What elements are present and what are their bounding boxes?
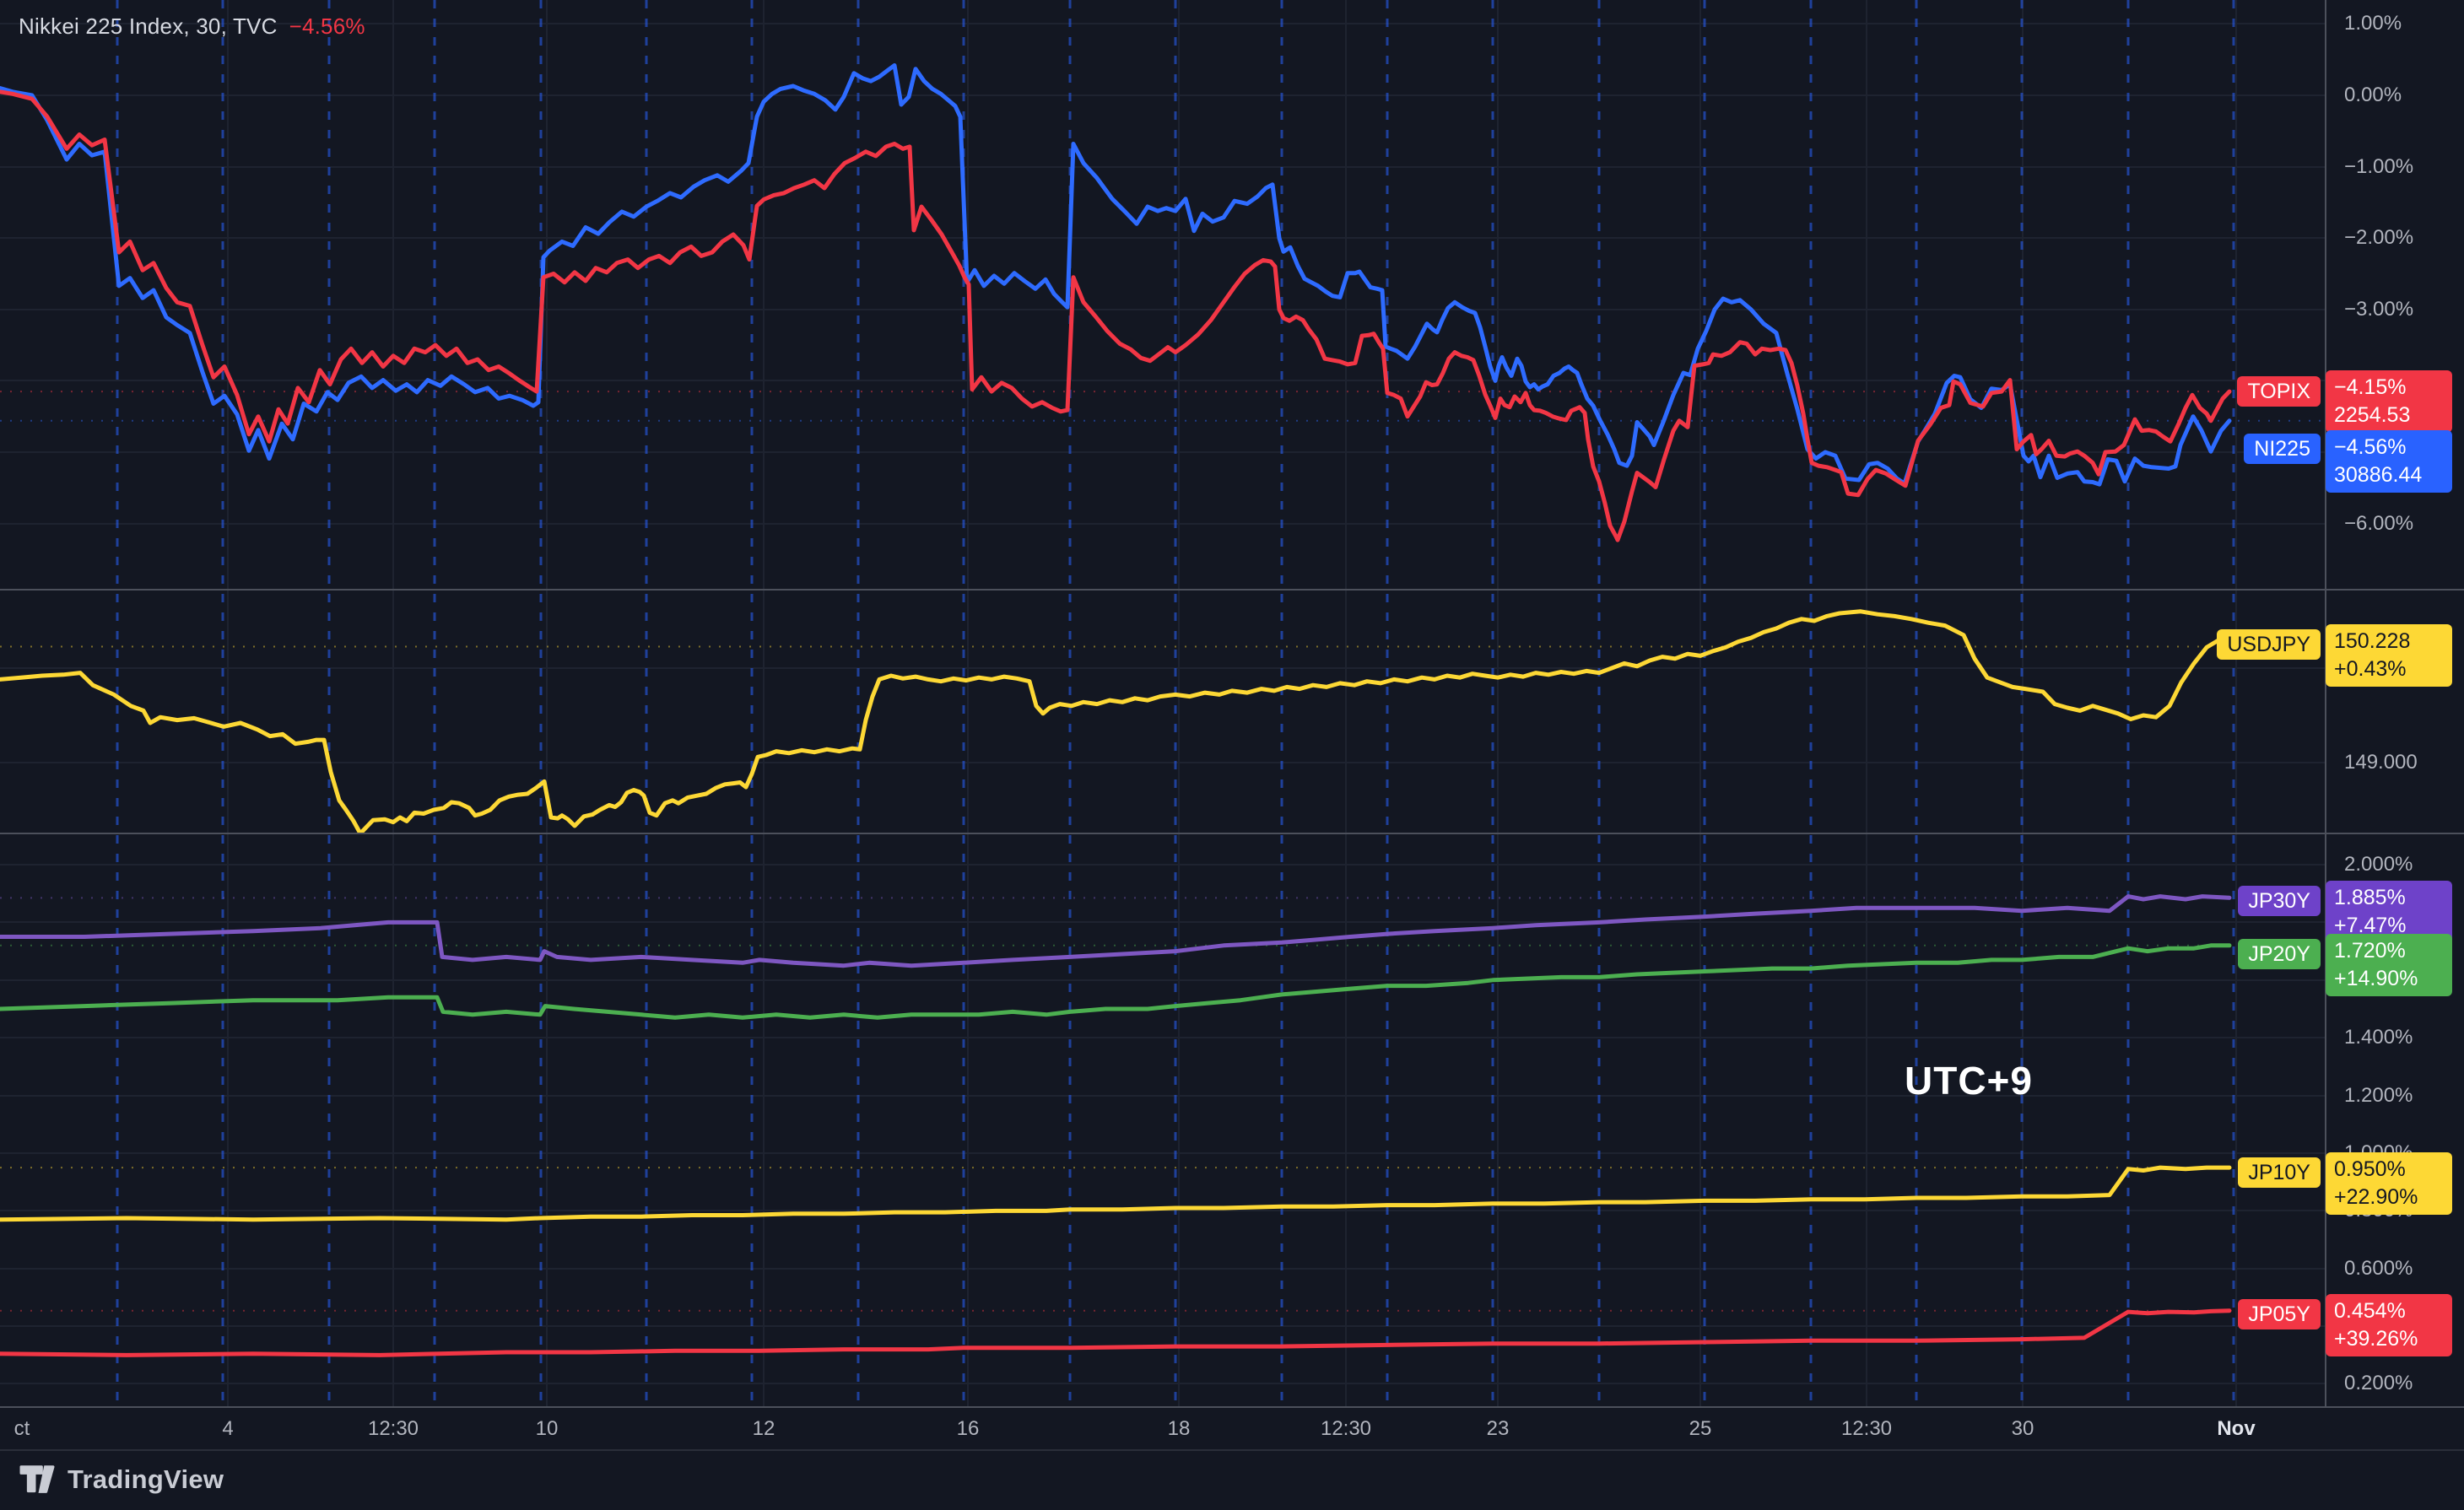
time-tick-label: 18 (1167, 1417, 1191, 1440)
time-tick-label: 12:30 (1320, 1417, 1372, 1440)
symbol-label-badge-jp05y: JP05Y (2238, 1299, 2321, 1329)
price-tick-label: 1.200% (2344, 1084, 2413, 1107)
price-tick-label: 1.400% (2344, 1026, 2413, 1049)
time-tick-label: 23 (1486, 1417, 1510, 1440)
price-tick-label: −1.00% (2344, 155, 2414, 178)
price-value-badge-ni225: −4.56% 30886.44 (2326, 430, 2452, 493)
symbol-label-badge-jp20y: JP20Y (2238, 939, 2321, 969)
series-line-ni225 (0, 63, 2232, 487)
symbol-label-badge-ni225: NI225 (2244, 434, 2321, 464)
tradingview-logo-icon (19, 1463, 56, 1497)
series-line-jp20y (0, 943, 2232, 1020)
series-line-jp05y (0, 1308, 2232, 1357)
price-tick-label: −3.00% (2344, 298, 2414, 321)
time-tick-label: ct (14, 1417, 30, 1440)
price-tick-label: −6.00% (2344, 512, 2414, 535)
symbol-change-percent: −4.56% (289, 13, 365, 39)
price-value-badge-usdjpy: 150.228 +0.43% (2326, 624, 2452, 687)
symbol-label-badge-jp10y: JP10Y (2238, 1157, 2321, 1188)
series-line-topix (0, 89, 2232, 542)
time-tick-label: 16 (956, 1417, 980, 1440)
price-tick-label: 149.000 (2344, 751, 2418, 774)
symbol-label-badge-usdjpy: USDJPY (2217, 629, 2321, 660)
symbol-label-badge-topix: TOPIX (2237, 376, 2321, 407)
price-tick-label: 0.200% (2344, 1372, 2413, 1394)
time-tick-label: 12:30 (1840, 1417, 1893, 1440)
price-tick-label: 0.600% (2344, 1257, 2413, 1280)
time-tick-label: 4 (222, 1417, 234, 1440)
time-tick-label: 12 (752, 1417, 775, 1440)
price-value-badge-jp10y: 0.950% +22.90% (2326, 1152, 2452, 1215)
series-line-usdjpy (0, 609, 2232, 833)
series-line-jp30y (0, 894, 2232, 968)
price-tick-label: 1.00% (2344, 12, 2402, 35)
time-tick-label: 30 (2011, 1417, 2034, 1440)
price-value-badge-jp20y: 1.720% +14.90% (2326, 934, 2452, 996)
price-tick-label: 0.00% (2344, 84, 2402, 106)
time-tick-label: 10 (535, 1417, 559, 1440)
time-tick-label: 25 (1689, 1417, 1712, 1440)
tradingview-logo-text: TradingView (68, 1464, 224, 1494)
price-tick-label: 2.000% (2344, 853, 2413, 876)
time-tick-label: 12:30 (367, 1417, 419, 1440)
price-tick-label: −2.00% (2344, 226, 2414, 249)
price-value-badge-topix: −4.15% 2254.53 (2326, 370, 2452, 433)
symbol-title: Nikkei 225 Index, 30, TVC (19, 13, 278, 39)
time-tick-label: Nov (2217, 1417, 2256, 1440)
tradingview-logo-link[interactable]: TradingView (19, 1463, 224, 1497)
price-value-badge-jp05y: 0.454% +39.26% (2326, 1294, 2452, 1356)
symbol-legend[interactable]: Nikkei 225 Index, 30, TVC −4.56% (19, 13, 365, 40)
price-value-badge-jp30y: 1.885% +7.47% (2326, 881, 2452, 943)
symbol-label-badge-jp30y: JP30Y (2238, 886, 2321, 916)
timezone-label: UTC+9 (1905, 1059, 2033, 1103)
series-line-jp10y (0, 1165, 2232, 1222)
